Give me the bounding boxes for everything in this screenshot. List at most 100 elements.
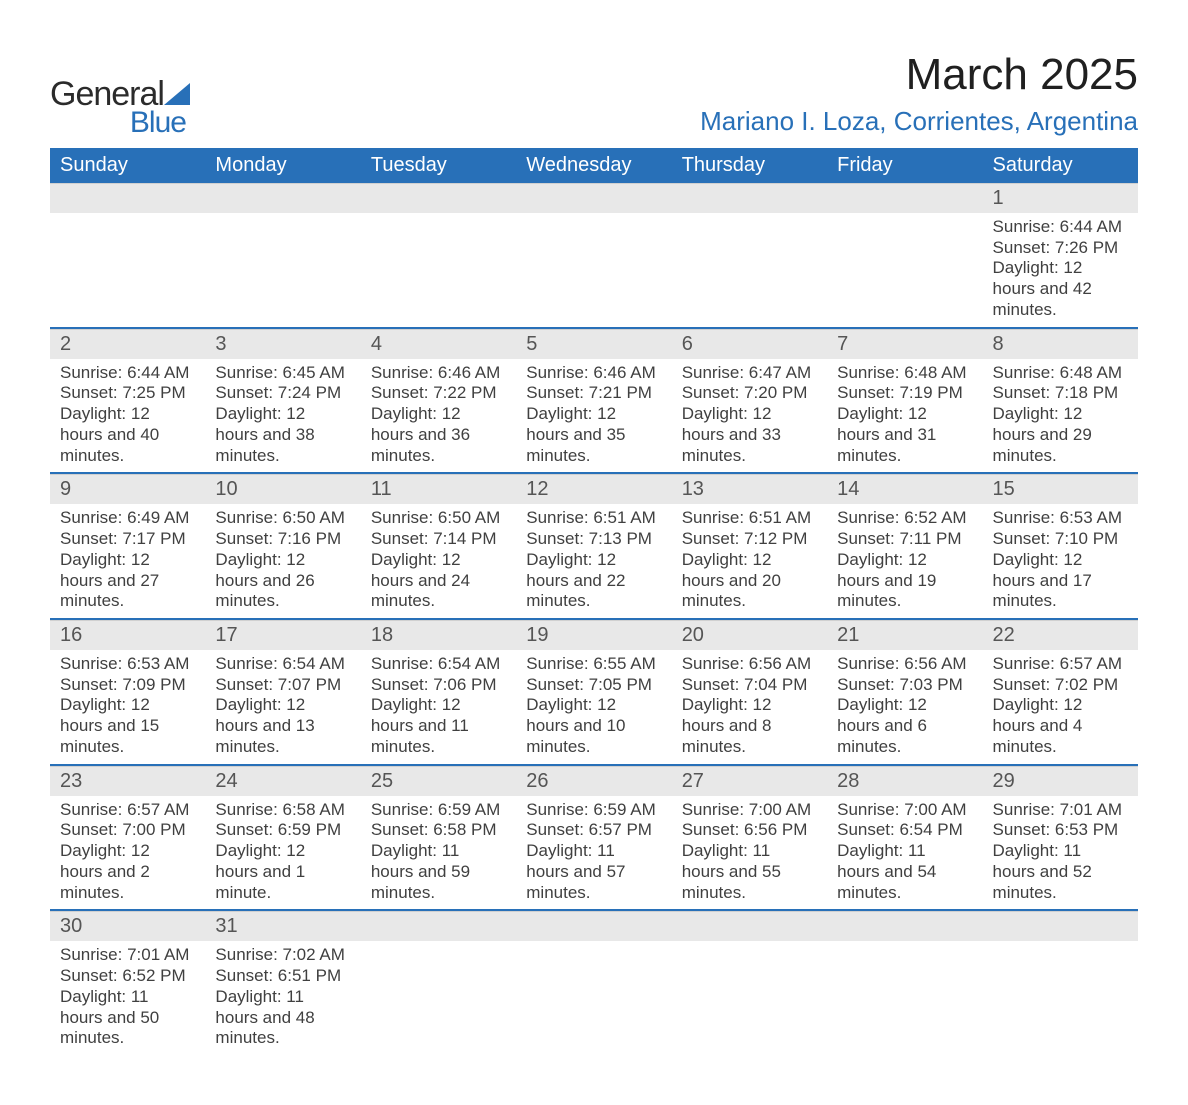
day-number: 19 xyxy=(516,620,671,650)
sunset-line: Sunset: 7:16 PM xyxy=(215,529,350,550)
day-number: 13 xyxy=(672,474,827,504)
sunrise-line: Sunrise: 6:58 AM xyxy=(215,800,350,821)
day-body xyxy=(672,213,827,295)
daylight-line: Daylight: 11 hours and 57 minutes. xyxy=(526,841,661,903)
sunrise-line: Sunrise: 6:51 AM xyxy=(682,508,817,529)
day-number xyxy=(983,911,1138,941)
sunrise-line: Sunrise: 7:00 AM xyxy=(682,800,817,821)
daylight-line: Daylight: 12 hours and 42 minutes. xyxy=(993,258,1128,320)
day-cell: 8Sunrise: 6:48 AMSunset: 7:18 PMDaylight… xyxy=(983,328,1138,474)
day-number: 2 xyxy=(50,329,205,359)
weekday-header: Sunday xyxy=(50,148,205,183)
day-cell: 17Sunrise: 6:54 AMSunset: 7:07 PMDayligh… xyxy=(205,619,360,765)
empty-cell xyxy=(672,183,827,328)
daylight-line: Daylight: 12 hours and 19 minutes. xyxy=(837,550,972,612)
day-body: Sunrise: 7:01 AMSunset: 6:52 PMDaylight:… xyxy=(50,941,205,1055)
sunrise-line: Sunrise: 6:49 AM xyxy=(60,508,195,529)
empty-cell xyxy=(361,910,516,1055)
day-body xyxy=(516,941,671,1023)
sunset-line: Sunset: 7:25 PM xyxy=(60,383,195,404)
day-number: 5 xyxy=(516,329,671,359)
day-body: Sunrise: 6:47 AMSunset: 7:20 PMDaylight:… xyxy=(672,359,827,473)
sunrise-line: Sunrise: 6:56 AM xyxy=(682,654,817,675)
day-cell: 21Sunrise: 6:56 AMSunset: 7:03 PMDayligh… xyxy=(827,619,982,765)
sunrise-line: Sunrise: 6:54 AM xyxy=(371,654,506,675)
day-cell: 27Sunrise: 7:00 AMSunset: 6:56 PMDayligh… xyxy=(672,765,827,911)
day-body: Sunrise: 6:59 AMSunset: 6:57 PMDaylight:… xyxy=(516,796,671,910)
day-number xyxy=(361,911,516,941)
sunrise-line: Sunrise: 6:48 AM xyxy=(993,363,1128,384)
sunrise-line: Sunrise: 7:02 AM xyxy=(215,945,350,966)
sunrise-line: Sunrise: 6:53 AM xyxy=(993,508,1128,529)
day-number: 12 xyxy=(516,474,671,504)
daylight-line: Daylight: 12 hours and 20 minutes. xyxy=(682,550,817,612)
logo-text-blue: Blue xyxy=(50,106,186,140)
sunset-line: Sunset: 6:59 PM xyxy=(215,820,350,841)
day-body: Sunrise: 6:57 AMSunset: 7:00 PMDaylight:… xyxy=(50,796,205,910)
logo: General Blue xyxy=(50,75,190,140)
day-number: 31 xyxy=(205,911,360,941)
sunset-line: Sunset: 7:22 PM xyxy=(371,383,506,404)
sunrise-line: Sunrise: 7:01 AM xyxy=(993,800,1128,821)
day-body xyxy=(50,213,205,295)
day-number: 11 xyxy=(361,474,516,504)
sunrise-line: Sunrise: 6:59 AM xyxy=(371,800,506,821)
day-number: 29 xyxy=(983,766,1138,796)
week-row: 1Sunrise: 6:44 AMSunset: 7:26 PMDaylight… xyxy=(50,183,1138,328)
day-number xyxy=(827,183,982,213)
daylight-line: Daylight: 12 hours and 26 minutes. xyxy=(215,550,350,612)
day-number xyxy=(50,183,205,213)
sunset-line: Sunset: 6:51 PM xyxy=(215,966,350,987)
weekday-header: Thursday xyxy=(672,148,827,183)
day-number xyxy=(827,911,982,941)
sunrise-line: Sunrise: 6:46 AM xyxy=(371,363,506,384)
day-cell: 29Sunrise: 7:01 AMSunset: 6:53 PMDayligh… xyxy=(983,765,1138,911)
day-number: 28 xyxy=(827,766,982,796)
day-number: 20 xyxy=(672,620,827,650)
daylight-line: Daylight: 12 hours and 17 minutes. xyxy=(993,550,1128,612)
sunset-line: Sunset: 7:21 PM xyxy=(526,383,661,404)
day-number: 6 xyxy=(672,329,827,359)
sunrise-line: Sunrise: 6:55 AM xyxy=(526,654,661,675)
day-body xyxy=(672,941,827,1023)
sunset-line: Sunset: 7:19 PM xyxy=(837,383,972,404)
day-cell: 4Sunrise: 6:46 AMSunset: 7:22 PMDaylight… xyxy=(361,328,516,474)
day-number xyxy=(516,183,671,213)
week-row: 23Sunrise: 6:57 AMSunset: 7:00 PMDayligh… xyxy=(50,765,1138,911)
day-cell: 3Sunrise: 6:45 AMSunset: 7:24 PMDaylight… xyxy=(205,328,360,474)
daylight-line: Daylight: 12 hours and 6 minutes. xyxy=(837,695,972,757)
daylight-line: Daylight: 12 hours and 15 minutes. xyxy=(60,695,195,757)
sunset-line: Sunset: 7:18 PM xyxy=(993,383,1128,404)
sunset-line: Sunset: 6:54 PM xyxy=(837,820,972,841)
sunset-line: Sunset: 7:10 PM xyxy=(993,529,1128,550)
sunrise-line: Sunrise: 6:50 AM xyxy=(371,508,506,529)
empty-cell xyxy=(361,183,516,328)
day-number: 23 xyxy=(50,766,205,796)
day-number: 25 xyxy=(361,766,516,796)
day-cell: 5Sunrise: 6:46 AMSunset: 7:21 PMDaylight… xyxy=(516,328,671,474)
sunset-line: Sunset: 7:20 PM xyxy=(682,383,817,404)
day-body xyxy=(827,941,982,1023)
day-body: Sunrise: 6:58 AMSunset: 6:59 PMDaylight:… xyxy=(205,796,360,910)
daylight-line: Daylight: 12 hours and 11 minutes. xyxy=(371,695,506,757)
sunrise-line: Sunrise: 6:46 AM xyxy=(526,363,661,384)
day-cell: 15Sunrise: 6:53 AMSunset: 7:10 PMDayligh… xyxy=(983,473,1138,619)
empty-cell xyxy=(983,910,1138,1055)
sunset-line: Sunset: 7:12 PM xyxy=(682,529,817,550)
day-cell: 22Sunrise: 6:57 AMSunset: 7:02 PMDayligh… xyxy=(983,619,1138,765)
sunrise-line: Sunrise: 7:00 AM xyxy=(837,800,972,821)
day-body: Sunrise: 6:52 AMSunset: 7:11 PMDaylight:… xyxy=(827,504,982,618)
month-title: March 2025 xyxy=(700,50,1138,100)
day-body: Sunrise: 6:54 AMSunset: 7:06 PMDaylight:… xyxy=(361,650,516,764)
sunrise-line: Sunrise: 6:45 AM xyxy=(215,363,350,384)
week-row: 9Sunrise: 6:49 AMSunset: 7:17 PMDaylight… xyxy=(50,473,1138,619)
header: General Blue March 2025 Mariano I. Loza,… xyxy=(50,50,1138,140)
sunset-line: Sunset: 7:06 PM xyxy=(371,675,506,696)
day-cell: 13 Sunrise: 6:51 AMSunset: 7:12 PMDayligh… xyxy=(672,473,827,619)
daylight-line: Daylight: 12 hours and 4 minutes. xyxy=(993,695,1128,757)
day-number xyxy=(361,183,516,213)
day-cell: 20Sunrise: 6:56 AMSunset: 7:04 PMDayligh… xyxy=(672,619,827,765)
day-number: 21 xyxy=(827,620,982,650)
day-body: Sunrise: 6:51 AMSunset: 7:13 PMDaylight:… xyxy=(516,504,671,618)
day-number: 24 xyxy=(205,766,360,796)
